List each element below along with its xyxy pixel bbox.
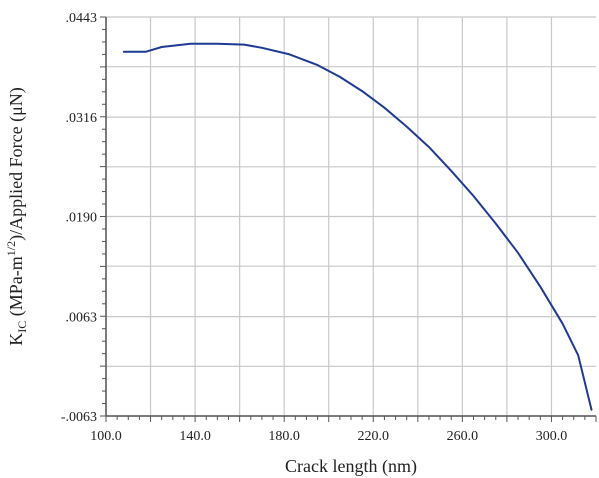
axes: [100, 16, 597, 422]
y-tick-label: -.0063: [61, 410, 97, 425]
series-line: [122, 42, 593, 411]
y-axis-title-subscript: IC: [15, 321, 29, 333]
x-tick-label: 300.0: [536, 429, 568, 444]
x-tick-label: 180.0: [268, 429, 300, 444]
y-tick-label: .0063: [66, 311, 98, 326]
y-axis-title-superscript: 1/2: [4, 241, 18, 256]
tick-labels: 100.0 140.0 180.0 220.0 260.0 300.0 .0443 .0316…: [61, 11, 567, 444]
x-tick-label: 220.0: [358, 429, 390, 444]
y-axis-title-prefix: K: [6, 333, 26, 346]
y-axis-title-mid: (MPa-m: [6, 256, 27, 321]
y-axis-title: KIC (MPa-m1/2)/Applied Force (μN): [4, 87, 29, 345]
y-tick-label: .0443: [66, 11, 98, 26]
x-tick-label: 140.0: [179, 429, 211, 444]
series-layer: [122, 42, 593, 411]
x-axis-title: Crack length (nm): [285, 456, 417, 477]
y-tick-label: .0190: [66, 211, 98, 226]
y-tick-label: .0316: [66, 111, 98, 126]
x-tick-label: 100.0: [90, 429, 122, 444]
y-axis-title-suffix: )/Applied Force (μN): [6, 87, 27, 241]
x-tick-label: 260.0: [447, 429, 479, 444]
